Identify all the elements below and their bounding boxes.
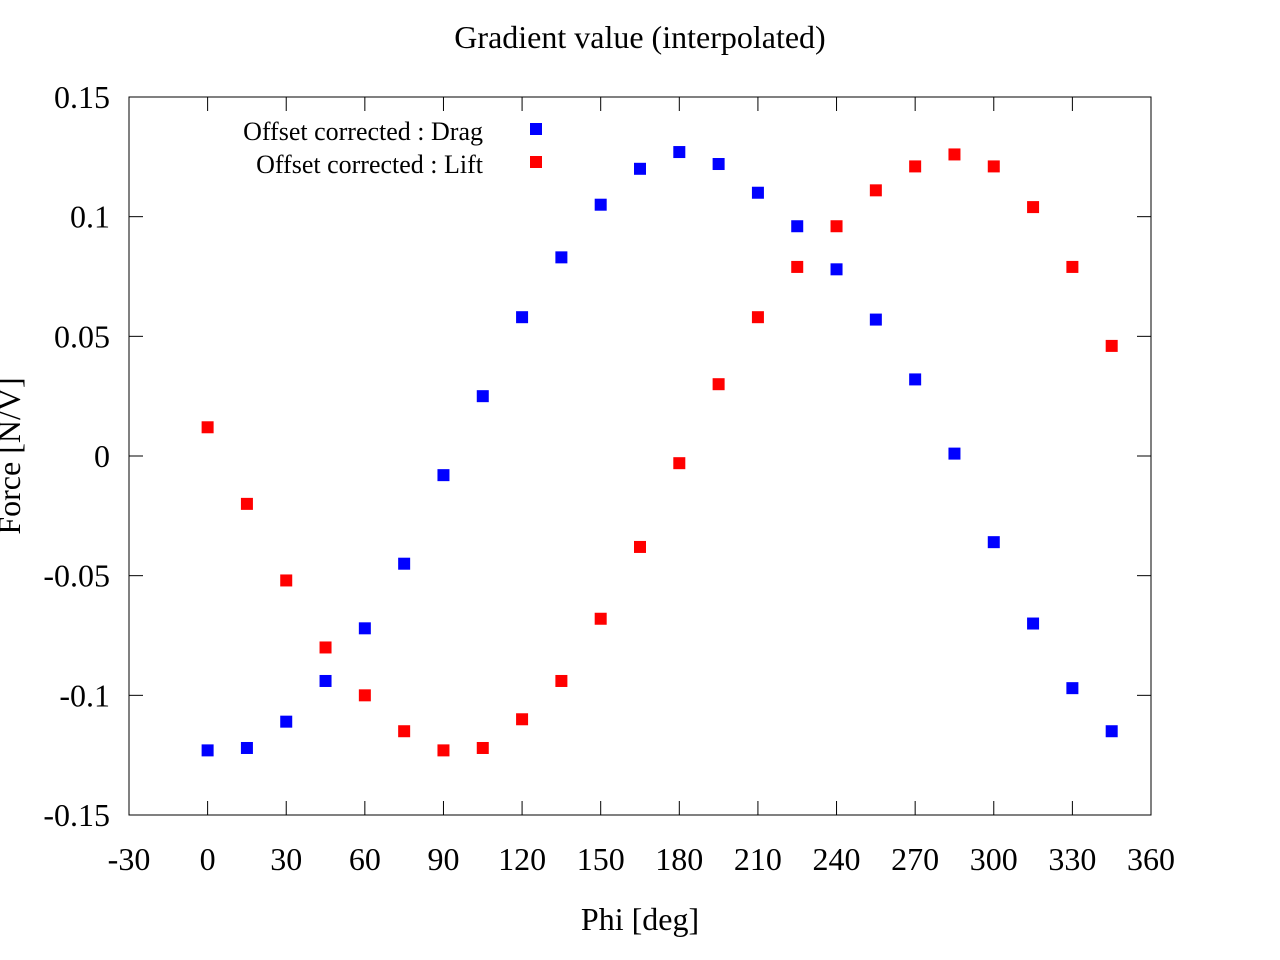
y-tick-label: -0.15 xyxy=(43,797,110,833)
data-point xyxy=(280,574,293,587)
axis-ticks: -30 0 30 60 90 120 150 180 210 240 270 300 330 360 0.1… xyxy=(43,79,1175,877)
y-tick-label: -0.1 xyxy=(59,677,110,713)
legend-label: Offset corrected : Drag xyxy=(243,117,483,146)
data-point xyxy=(1105,725,1118,738)
chart-title: Gradient value (interpolated) xyxy=(454,19,825,55)
y-tick-label: -0.05 xyxy=(43,558,110,594)
data-point xyxy=(319,674,332,687)
x-tick-label: 90 xyxy=(427,841,459,877)
x-tick-label: 180 xyxy=(655,841,703,877)
y-tick-label: 0.05 xyxy=(54,318,110,354)
data-point xyxy=(791,220,804,233)
x-tick-label: -30 xyxy=(108,841,151,877)
data-point xyxy=(1066,682,1079,695)
data-point xyxy=(476,741,489,754)
data-point xyxy=(516,311,529,324)
data-point xyxy=(948,148,961,161)
legend-marker xyxy=(530,123,542,135)
data-point xyxy=(751,186,764,199)
x-tick-label: 30 xyxy=(270,841,302,877)
data-point xyxy=(673,146,686,159)
data-point xyxy=(1066,260,1079,273)
data-point xyxy=(398,557,411,570)
y-axis-label: Force [N/V] xyxy=(0,377,27,534)
x-axis-label: Phi [deg] xyxy=(581,901,699,937)
legend: Offset corrected : Drag Offset corrected … xyxy=(243,117,542,179)
data-point xyxy=(712,158,725,171)
data-point xyxy=(358,689,371,702)
data-point xyxy=(476,390,489,403)
data-point xyxy=(1027,617,1040,630)
data-point xyxy=(987,160,1000,173)
x-tick-label: 210 xyxy=(734,841,782,877)
data-point xyxy=(398,725,411,738)
x-tick-label: 60 xyxy=(349,841,381,877)
data-point xyxy=(437,744,450,757)
data-point xyxy=(555,674,568,687)
data-point xyxy=(909,160,922,173)
plot-frame xyxy=(128,96,1152,816)
y-tick-label: 0 xyxy=(94,438,110,474)
data-point xyxy=(909,373,922,386)
x-tick-label: 240 xyxy=(813,841,861,877)
y-tick-label: 0.15 xyxy=(54,79,110,115)
legend-label: Offset corrected : Lift xyxy=(256,150,484,179)
data-point xyxy=(712,378,725,391)
x-tick-label: 120 xyxy=(498,841,546,877)
x-tick-label: 0 xyxy=(200,841,216,877)
data-point xyxy=(869,313,882,326)
data-point xyxy=(634,162,646,175)
data-points xyxy=(201,146,1118,757)
data-point xyxy=(240,741,253,754)
x-tick-label: 300 xyxy=(970,841,1018,877)
x-tick-label: 360 xyxy=(1127,841,1175,877)
data-point xyxy=(358,622,371,635)
data-point xyxy=(240,497,253,510)
data-point xyxy=(201,421,214,434)
series-lift xyxy=(201,148,1118,757)
data-point xyxy=(948,447,961,460)
data-point xyxy=(594,612,607,625)
x-tick-label: 270 xyxy=(891,841,939,877)
data-point xyxy=(594,198,607,211)
data-point xyxy=(555,251,568,264)
x-tick-label: 150 xyxy=(577,841,625,877)
data-point xyxy=(516,713,529,726)
data-point xyxy=(830,263,843,276)
data-point xyxy=(201,744,214,757)
data-point xyxy=(673,457,686,470)
data-point xyxy=(869,184,882,197)
data-point xyxy=(1105,339,1118,352)
y-tick-label: 0.1 xyxy=(70,199,110,235)
data-point xyxy=(437,469,450,482)
data-point xyxy=(634,540,646,553)
legend-marker xyxy=(530,156,542,168)
data-point xyxy=(319,641,332,654)
series-drag xyxy=(201,146,1118,757)
x-tick-label: 330 xyxy=(1048,841,1096,877)
data-point xyxy=(751,311,764,324)
data-point xyxy=(791,260,804,273)
data-point xyxy=(987,536,1000,549)
data-point xyxy=(830,220,843,233)
data-point xyxy=(1027,201,1040,214)
data-point xyxy=(280,715,293,728)
